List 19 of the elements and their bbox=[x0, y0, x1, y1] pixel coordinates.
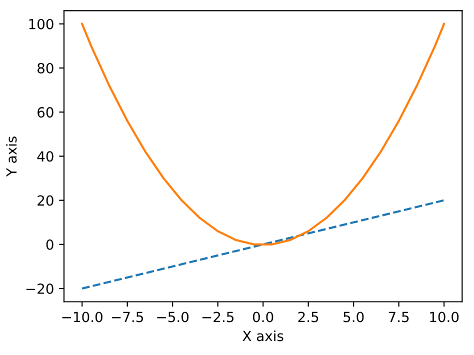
y-axis-title: Y axis bbox=[6, 136, 17, 177]
x-tick-label: −2.5 bbox=[202, 312, 234, 322]
y-tick-label: 100 bbox=[29, 18, 54, 30]
y-tick-label: 80 bbox=[38, 62, 54, 74]
x-tick-label: −10.0 bbox=[62, 312, 102, 322]
x-tick-label: 5.0 bbox=[344, 312, 364, 322]
y-tick-label: 0 bbox=[46, 239, 54, 250]
x-axis-title: X axis bbox=[242, 330, 284, 342]
x-tick-label: 10.0 bbox=[430, 312, 459, 322]
y-tick-label: 40 bbox=[37, 151, 54, 162]
x-tick-label: −5.0 bbox=[157, 312, 189, 322]
line-series bbox=[81, 22, 446, 246]
y-tick-label: 20 bbox=[38, 195, 54, 206]
y-tick-label: −20 bbox=[26, 283, 54, 294]
x-tick-label: 2.5 bbox=[298, 312, 318, 322]
x-tick-label: 7.5 bbox=[388, 312, 409, 322]
x-tick-label: −7.5 bbox=[112, 312, 143, 322]
y-tick-label: 60 bbox=[38, 107, 54, 118]
x-tick-label: 0.0 bbox=[252, 312, 274, 322]
